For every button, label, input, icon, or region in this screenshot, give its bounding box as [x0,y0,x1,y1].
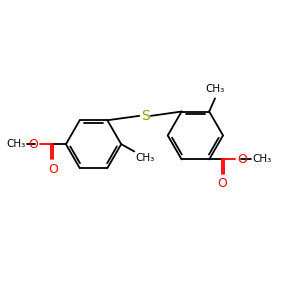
Text: CH₃: CH₃ [6,139,25,149]
Text: CH₃: CH₃ [253,154,272,164]
Text: O: O [237,153,247,166]
Text: CH₃: CH₃ [206,84,225,94]
Text: S: S [141,109,149,123]
Text: O: O [218,177,227,190]
Text: O: O [28,138,38,151]
Text: O: O [48,163,58,176]
Text: CH₃: CH₃ [136,154,155,164]
